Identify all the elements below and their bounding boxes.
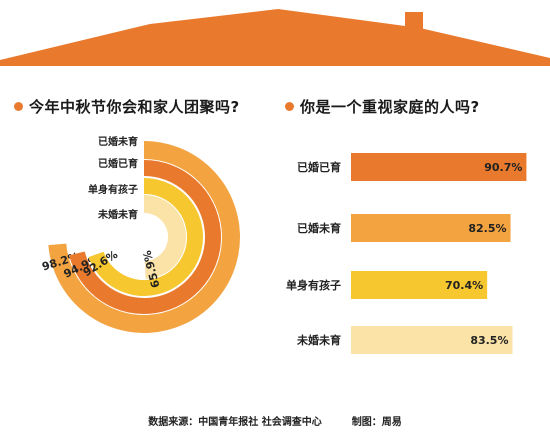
chart-credit: 制图：周易 xyxy=(351,417,402,428)
left-question-text: 今年中秋节你会和家人团聚吗? xyxy=(29,98,240,116)
footer: 数据来源：中国青年报社 社会调查中心 制图：周易 xyxy=(0,413,550,428)
bar xyxy=(351,153,527,181)
bar-value-label: 70.4% xyxy=(445,279,483,292)
bar-category-label: 未婚未育 xyxy=(296,333,341,347)
right-question-text: 你是一个重视家庭的人吗? xyxy=(300,98,480,116)
radial-arc xyxy=(143,195,186,279)
radial-arc xyxy=(48,141,240,333)
bar xyxy=(351,214,511,242)
left-question-title: 今年中秋节你会和家人团聚吗? xyxy=(14,96,240,117)
radial-arc xyxy=(88,178,203,296)
roof-banner xyxy=(0,9,550,66)
bar xyxy=(351,271,488,299)
bar-value-label: 83.5% xyxy=(470,334,508,347)
radial-category-label: 已婚已育 xyxy=(98,157,138,170)
chimney xyxy=(405,12,423,36)
bar-value-label: 82.5% xyxy=(468,222,506,235)
bar-category-label: 已婚已育 xyxy=(297,160,341,174)
bar-value-label: 90.7% xyxy=(484,161,522,174)
radial-arc xyxy=(69,160,221,314)
bullet-icon xyxy=(285,102,294,111)
radial-category-label: 单身有孩子 xyxy=(88,183,138,196)
right-question-title: 你是一个重视家庭的人吗? xyxy=(285,96,480,117)
bullet-icon xyxy=(14,102,23,111)
radial-category-label: 未婚未育 xyxy=(97,208,138,221)
roof-shape xyxy=(0,9,550,66)
data-source: 数据来源：中国青年报社 社会调查中心 xyxy=(148,417,322,428)
horizontal-bar-chart: 已婚已育 90.7% 已婚未育 82.5% 单身有孩子 70.4% 未婚未育 83.5% xyxy=(286,153,527,354)
bar-category-label: 已婚未育 xyxy=(297,221,341,235)
bar-category-label: 单身有孩子 xyxy=(286,278,341,292)
radial-category-label: 已婚未育 xyxy=(98,135,138,148)
bar xyxy=(351,326,513,354)
